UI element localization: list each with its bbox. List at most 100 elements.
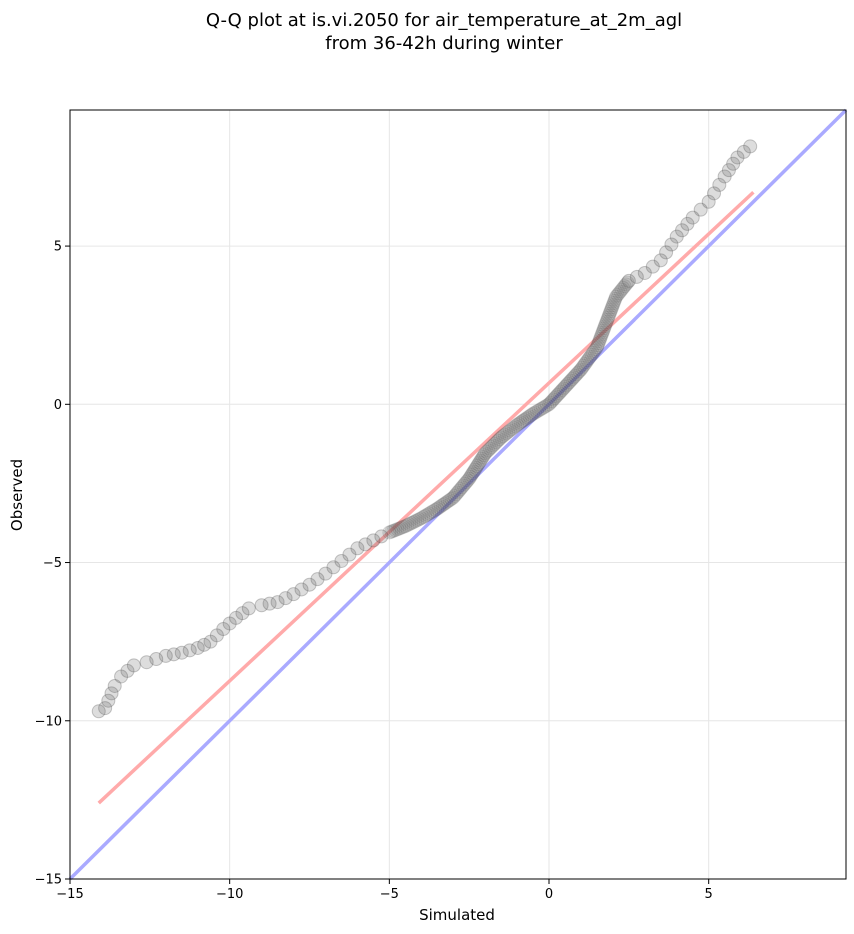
data-point — [481, 443, 496, 458]
data-point — [605, 298, 620, 313]
y-tick-label: 0 — [54, 398, 62, 413]
data-point — [553, 384, 568, 399]
y-tick-label: −5 — [43, 556, 62, 571]
data-point — [596, 323, 611, 338]
data-point — [456, 478, 471, 493]
data-point — [659, 245, 674, 260]
x-tick-label: −10 — [216, 887, 243, 902]
data-point — [712, 177, 727, 192]
data-point — [595, 325, 610, 340]
data-point — [439, 495, 454, 510]
data-point — [497, 427, 512, 442]
data-point — [477, 448, 492, 463]
data-point — [229, 610, 244, 625]
data-point — [494, 430, 509, 445]
data-point — [412, 512, 427, 527]
data-point — [487, 436, 502, 451]
data-point — [479, 444, 494, 459]
data-point — [366, 533, 381, 548]
data-point — [197, 637, 212, 652]
data-point — [437, 496, 452, 511]
data-point — [454, 480, 469, 495]
data-point — [613, 284, 628, 299]
data-point — [569, 367, 584, 382]
data-point — [736, 144, 751, 159]
data-point — [478, 446, 493, 461]
data-point — [392, 521, 407, 536]
data-point — [270, 595, 285, 610]
data-point — [707, 186, 722, 201]
data-point — [235, 606, 250, 621]
data-point — [450, 485, 465, 500]
data-point — [382, 525, 397, 540]
data-point — [447, 488, 462, 503]
data-point — [522, 409, 537, 424]
data-point — [463, 469, 478, 484]
chart-title-line-2: from 36-42h during winter — [325, 33, 563, 54]
data-point — [601, 308, 616, 323]
data-point — [158, 648, 173, 663]
data-point — [166, 647, 181, 662]
data-point — [528, 405, 543, 420]
data-point — [547, 390, 562, 405]
data-point — [98, 701, 113, 716]
data-point — [91, 704, 106, 719]
data-point — [334, 553, 349, 568]
data-point — [576, 358, 591, 373]
data-point — [209, 628, 224, 643]
data-point — [517, 412, 532, 427]
data-point — [575, 360, 590, 375]
y-tick-label: −10 — [35, 714, 62, 729]
data-point — [342, 547, 357, 562]
data-point — [600, 312, 615, 327]
data-point — [302, 577, 317, 592]
data-point — [466, 464, 481, 479]
data-point — [606, 296, 621, 311]
data-point — [318, 566, 333, 581]
data-point — [550, 387, 565, 402]
data-point — [358, 537, 373, 552]
data-point — [726, 156, 741, 171]
data-point — [384, 524, 399, 539]
x-tick-label: −15 — [56, 887, 83, 902]
data-point — [390, 522, 405, 537]
data-point — [506, 420, 521, 435]
data-point — [469, 460, 484, 475]
data-point — [664, 237, 679, 252]
data-point — [449, 487, 464, 502]
data-point — [556, 381, 571, 396]
x-tick-label: −5 — [380, 887, 399, 902]
data-point — [408, 514, 423, 529]
data-point — [511, 416, 526, 431]
data-point — [508, 419, 523, 434]
data-point — [388, 523, 403, 538]
data-point — [486, 438, 501, 453]
data-point — [396, 519, 411, 534]
data-point — [598, 317, 613, 332]
data-point — [442, 493, 457, 508]
data-point — [607, 293, 622, 308]
data-point — [432, 500, 447, 515]
data-point — [457, 476, 472, 491]
data-point — [730, 150, 745, 165]
data-point — [216, 621, 231, 636]
data-point — [472, 455, 487, 470]
data-point — [422, 506, 437, 521]
data-point — [599, 315, 614, 330]
data-point — [617, 279, 632, 294]
data-point — [473, 453, 488, 468]
data-point — [743, 139, 758, 154]
data-point — [101, 693, 116, 708]
data-point — [577, 356, 592, 371]
data-point — [424, 505, 439, 520]
data-point — [680, 216, 695, 231]
data-point — [526, 406, 541, 421]
x-tick-label: 0 — [545, 887, 553, 902]
data-point — [619, 277, 634, 292]
data-point — [552, 386, 567, 401]
data-point — [573, 362, 588, 377]
data-point — [499, 426, 514, 441]
data-point — [559, 378, 574, 393]
data-point — [404, 516, 419, 531]
y-axis-label: Observed — [8, 459, 26, 531]
